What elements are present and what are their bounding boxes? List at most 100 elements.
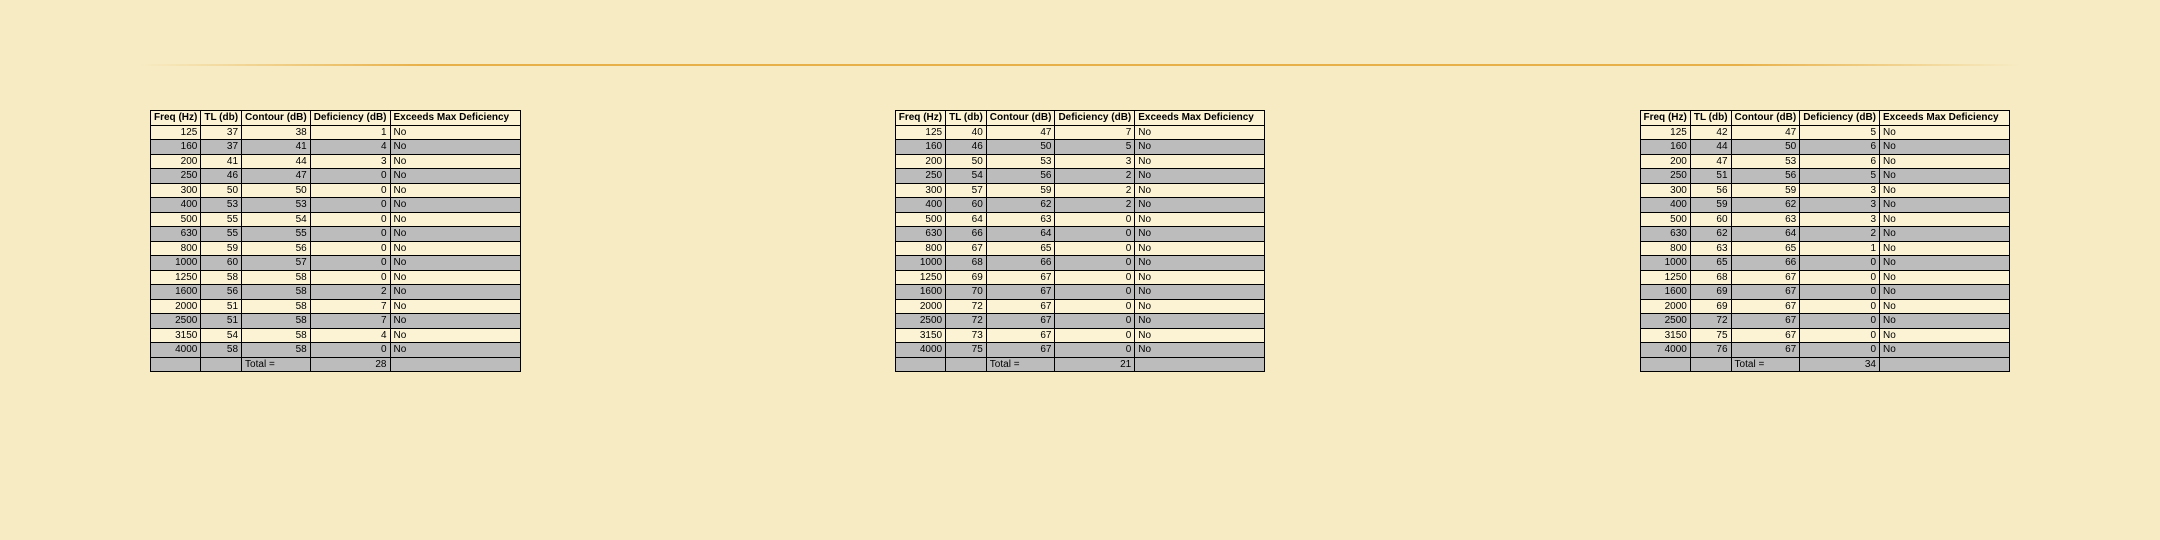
table-row: 50060633No: [1640, 212, 2010, 227]
cell-freq: 4000: [151, 343, 201, 358]
cell-deficiency: 0: [1055, 285, 1135, 300]
cell-tl: 67: [946, 241, 987, 256]
cell-deficiency: 7: [310, 299, 390, 314]
col-header-exceeds: Exceeds Max Deficiency: [1880, 111, 2010, 126]
cell-deficiency: 0: [1055, 256, 1135, 271]
cell-deficiency: 1: [1800, 241, 1880, 256]
cell-freq: 400: [1640, 198, 1690, 213]
col-header-exceeds: Exceeds Max Deficiency: [1135, 111, 1265, 126]
cell-freq: 2500: [151, 314, 201, 329]
cell-contour: 47: [986, 125, 1055, 140]
cell-deficiency: 4: [310, 328, 390, 343]
table-row: 25054562No: [895, 169, 1265, 184]
cell-deficiency: 7: [310, 314, 390, 329]
cell-freq: 160: [151, 140, 201, 155]
cell-freq: 125: [1640, 125, 1690, 140]
cell-tl: 51: [201, 299, 242, 314]
cell-tl: 37: [201, 140, 242, 155]
cell-contour: 67: [986, 343, 1055, 358]
cell-contour: 59: [1731, 183, 1800, 198]
table-row: 16046505No: [895, 140, 1265, 155]
cell-exceeds: No: [390, 343, 520, 358]
col-header-freq: Freq (Hz): [895, 111, 945, 126]
table-row: 100068660No: [895, 256, 1265, 271]
cell-exceeds: No: [1880, 256, 2010, 271]
cell-deficiency: 0: [310, 241, 390, 256]
cell-contour: 56: [242, 241, 311, 256]
cell-deficiency: 0: [1055, 241, 1135, 256]
cell-exceeds: No: [1880, 169, 2010, 184]
cell-freq: 2000: [895, 299, 945, 314]
col-header-contour: Contour (dB): [986, 111, 1055, 126]
table-row: 63066640No: [895, 227, 1265, 242]
cell-tl: 59: [1690, 198, 1731, 213]
cell-tl: 44: [1690, 140, 1731, 155]
cell-contour: 65: [1731, 241, 1800, 256]
cell-exceeds: No: [1880, 270, 2010, 285]
cell-contour: 53: [1731, 154, 1800, 169]
cell-tl: 69: [1690, 299, 1731, 314]
table-row: 315054584No: [151, 328, 521, 343]
table-row: 16044506No: [1640, 140, 2010, 155]
table-row: 125058580No: [151, 270, 521, 285]
table-row: 100060570No: [151, 256, 521, 271]
cell-freq: 630: [1640, 227, 1690, 242]
cell-exceeds: No: [390, 314, 520, 329]
table-row: 80063651No: [1640, 241, 2010, 256]
cell-tl: 58: [201, 343, 242, 358]
cell-freq: 2000: [151, 299, 201, 314]
cell-contour: 58: [242, 285, 311, 300]
table-row: 160056582No: [151, 285, 521, 300]
cell-tl: 55: [201, 212, 242, 227]
col-header-tl: TL (db): [1690, 111, 1731, 126]
cell-deficiency: 0: [1055, 314, 1135, 329]
cell-tl: 46: [946, 140, 987, 155]
cell-tl: 72: [1690, 314, 1731, 329]
cell-freq: 1000: [895, 256, 945, 271]
cell-tl: 60: [201, 256, 242, 271]
cell-deficiency: 3: [1800, 198, 1880, 213]
cell-exceeds: No: [1135, 241, 1265, 256]
cell-deficiency: 5: [1800, 125, 1880, 140]
cell-freq: 160: [1640, 140, 1690, 155]
cell-freq: 4000: [1640, 343, 1690, 358]
cell-freq: 500: [151, 212, 201, 227]
cell-exceeds: No: [1135, 212, 1265, 227]
cell-exceeds: No: [390, 227, 520, 242]
cell-contour: 67: [1731, 314, 1800, 329]
cell-contour: 56: [1731, 169, 1800, 184]
footer-blank: [895, 357, 945, 372]
cell-deficiency: 0: [1055, 212, 1135, 227]
cell-tl: 75: [1690, 328, 1731, 343]
cell-contour: 56: [986, 169, 1055, 184]
table-row: 250072670No: [1640, 314, 2010, 329]
cell-exceeds: No: [390, 198, 520, 213]
cell-tl: 60: [946, 198, 987, 213]
cell-deficiency: 2: [1055, 183, 1135, 198]
cell-freq: 1000: [151, 256, 201, 271]
cell-deficiency: 0: [1055, 328, 1135, 343]
cell-tl: 41: [201, 154, 242, 169]
cell-freq: 250: [151, 169, 201, 184]
cell-exceeds: No: [390, 256, 520, 271]
cell-tl: 70: [946, 285, 987, 300]
cell-freq: 800: [151, 241, 201, 256]
cell-freq: 2000: [1640, 299, 1690, 314]
col-header-freq: Freq (Hz): [1640, 111, 1690, 126]
cell-tl: 50: [946, 154, 987, 169]
cell-tl: 63: [1690, 241, 1731, 256]
cell-exceeds: No: [1135, 314, 1265, 329]
cell-deficiency: 0: [1800, 328, 1880, 343]
cell-tl: 53: [201, 198, 242, 213]
cell-exceeds: No: [1135, 299, 1265, 314]
cell-contour: 53: [242, 198, 311, 213]
cell-deficiency: 1: [310, 125, 390, 140]
cell-contour: 62: [1731, 198, 1800, 213]
cell-contour: 59: [986, 183, 1055, 198]
cell-exceeds: No: [1880, 183, 2010, 198]
cell-exceeds: No: [1880, 328, 2010, 343]
table-row: 80059560No: [151, 241, 521, 256]
cell-exceeds: No: [1135, 198, 1265, 213]
cell-tl: 62: [1690, 227, 1731, 242]
cell-tl: 57: [946, 183, 987, 198]
